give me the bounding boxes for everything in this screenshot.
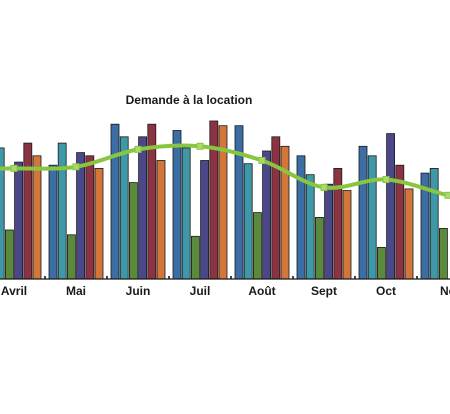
bar-juil-s5: [209, 120, 219, 280]
x-tick-label-oct: Oct: [376, 284, 396, 298]
bar-mai-s1: [48, 164, 58, 280]
bar-no-s3: [438, 227, 448, 280]
trend-point-mai: [72, 163, 80, 171]
bar-sept-s4: [324, 183, 334, 280]
bar-août-s1: [234, 125, 244, 280]
x-tick-label-avril: Avril: [1, 284, 27, 298]
trend-line-group: [0, 142, 450, 199]
bar-mai-s6: [94, 167, 104, 280]
bar-sept-s1: [296, 155, 306, 280]
x-tick-label-no: No: [440, 284, 450, 298]
bar-oct-s6: [404, 188, 414, 280]
x-tick-label-sept: Sept: [311, 284, 337, 298]
bar-août-s3: [252, 212, 262, 280]
bar-mai-s5: [85, 155, 95, 280]
bar-sept-s5: [333, 167, 343, 280]
bar-juil-s3: [190, 235, 200, 280]
trend-point-juin: [134, 145, 142, 153]
x-tick-label-juil: Juil: [190, 284, 211, 298]
bar-juil-s1: [172, 130, 182, 280]
bar-avril-s3: [5, 229, 14, 280]
bar-juin-s2: [119, 136, 129, 280]
bar-no-s2: [429, 167, 439, 280]
bar-oct-s4: [386, 133, 396, 280]
bar-sept-s2: [305, 174, 315, 280]
trend-point-août: [258, 157, 266, 164]
trend-point-avril: [10, 164, 18, 172]
bar-août-s4: [262, 150, 272, 280]
trend-line: [0, 143, 450, 198]
bar-sept-s6: [342, 190, 352, 280]
trend-point-oct: [382, 176, 390, 183]
bar-oct-s3: [376, 246, 386, 280]
bar-oct-s1: [358, 145, 368, 280]
x-tick-label-juin: Juin: [126, 284, 151, 298]
bar-mai-s3: [67, 234, 76, 280]
x-tick-label-août: Août: [248, 284, 275, 298]
trend-point-sept: [320, 183, 328, 191]
bar-juin-s4: [138, 136, 148, 280]
bar-group: [0, 120, 448, 280]
x-tick-label-mai: Mai: [66, 284, 86, 298]
bar-juin-s6: [156, 160, 166, 280]
bar-juil-s2: [181, 147, 191, 280]
bar-mai-s2: [57, 142, 67, 280]
trend-point-no: [444, 191, 450, 199]
bar-août-s5: [271, 136, 281, 280]
bar-avril-s4: [14, 161, 24, 280]
bar-août-s2: [243, 163, 253, 280]
bar-août-s6: [280, 145, 290, 280]
trend-point-juil: [196, 142, 204, 150]
bar-juin-s3: [128, 182, 138, 280]
bar-avril-s6: [32, 155, 42, 280]
bar-avril-s5: [23, 142, 33, 280]
bar-sept-s3: [314, 216, 324, 280]
bar-mai-s4: [76, 152, 85, 280]
x-axis-ticks: Avril Mai Juin Juil Août Sept Oct No: [1, 276, 450, 298]
bar-oct-s2: [367, 155, 377, 280]
chart-title: Demande à la location: [126, 93, 253, 107]
bar-juil-s4: [200, 160, 210, 280]
bar-juin-s1: [110, 123, 120, 280]
